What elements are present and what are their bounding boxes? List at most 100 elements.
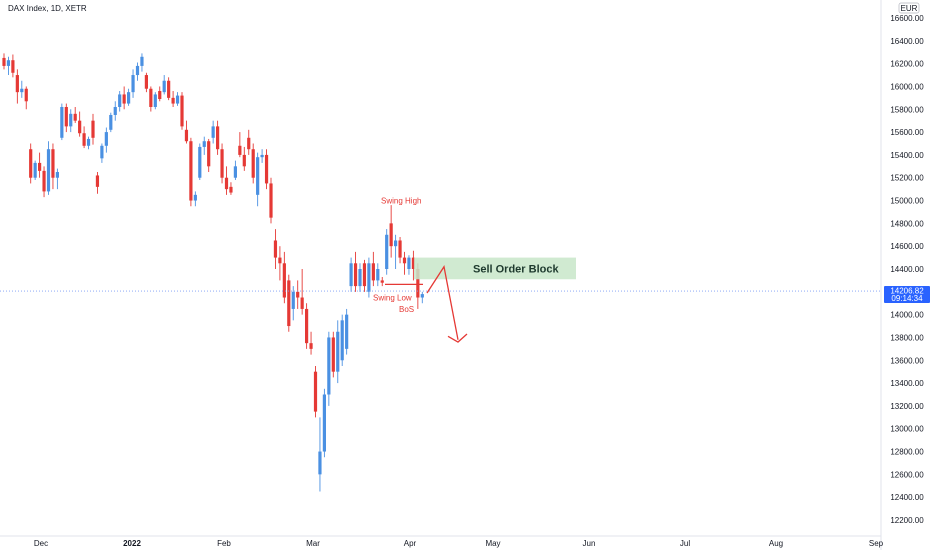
time-axis[interactable]: Dec 2022 Feb Mar Apr May Jun Jul Aug Sep <box>34 539 884 548</box>
candle[interactable] <box>189 137 193 207</box>
candle[interactable] <box>349 257 353 292</box>
candle[interactable] <box>20 80 24 98</box>
candle[interactable] <box>118 91 122 112</box>
candle[interactable] <box>336 320 340 384</box>
candle[interactable] <box>345 308 349 355</box>
candle[interactable] <box>109 112 113 133</box>
candle[interactable] <box>420 291 424 304</box>
candle[interactable] <box>135 62 140 81</box>
candle[interactable] <box>140 53 144 72</box>
candle[interactable] <box>273 229 278 269</box>
candle[interactable] <box>127 88 131 106</box>
candle[interactable] <box>162 75 166 95</box>
candle[interactable] <box>385 229 389 275</box>
candle[interactable] <box>29 143 33 184</box>
candle[interactable] <box>158 86 162 102</box>
candle[interactable] <box>91 113 95 145</box>
candle[interactable] <box>216 120 220 155</box>
candle[interactable] <box>122 86 126 110</box>
candle[interactable] <box>309 331 313 355</box>
candle[interactable] <box>11 54 15 78</box>
candle[interactable] <box>202 136 206 155</box>
candle[interactable] <box>55 168 59 190</box>
candle[interactable] <box>305 303 309 349</box>
candle[interactable] <box>153 92 157 110</box>
candle[interactable] <box>402 251 407 275</box>
candle[interactable] <box>131 69 135 98</box>
candle[interactable] <box>15 69 19 104</box>
candle[interactable] <box>300 269 304 315</box>
candle[interactable] <box>144 72 148 93</box>
candle[interactable] <box>380 276 384 287</box>
candle[interactable] <box>51 143 55 190</box>
candle[interactable] <box>291 286 295 321</box>
candle[interactable] <box>358 263 362 292</box>
candle[interactable] <box>64 103 68 133</box>
candle[interactable] <box>33 160 37 181</box>
candle[interactable] <box>376 263 380 287</box>
candle[interactable] <box>256 152 260 207</box>
candle[interactable] <box>78 111 82 137</box>
candle[interactable] <box>398 237 402 264</box>
candle[interactable] <box>242 146 246 171</box>
candle[interactable] <box>367 257 371 298</box>
candle[interactable] <box>171 91 175 107</box>
candle[interactable] <box>411 250 415 281</box>
candle[interactable] <box>247 129 251 155</box>
candle[interactable] <box>175 92 180 106</box>
candle[interactable] <box>95 172 100 194</box>
candle[interactable] <box>394 234 398 269</box>
candle[interactable] <box>184 120 189 144</box>
candle[interactable] <box>353 251 358 292</box>
candle[interactable] <box>296 280 300 309</box>
candle[interactable] <box>46 141 51 195</box>
candle[interactable] <box>260 149 264 163</box>
candle[interactable] <box>73 106 77 123</box>
candle[interactable] <box>287 274 291 332</box>
candle[interactable] <box>264 149 269 190</box>
candle[interactable] <box>100 143 104 163</box>
candle[interactable] <box>282 251 286 304</box>
candle[interactable] <box>193 191 197 207</box>
candle[interactable] <box>340 314 344 366</box>
candle[interactable] <box>69 109 73 133</box>
candle[interactable] <box>318 417 322 492</box>
candle[interactable] <box>198 143 202 181</box>
candle[interactable] <box>371 251 375 287</box>
candle[interactable] <box>322 388 326 458</box>
candle[interactable] <box>327 331 331 406</box>
price-axis[interactable]: 12200.00 12400.00 12600.00 12800.00 13000.00… <box>890 14 924 525</box>
candle[interactable] <box>180 92 184 130</box>
candle[interactable] <box>86 136 91 150</box>
candle[interactable] <box>149 86 153 112</box>
candle[interactable] <box>82 126 86 149</box>
projection-arrow-path[interactable] <box>426 265 459 340</box>
candle[interactable] <box>331 331 335 378</box>
candle[interactable] <box>407 255 411 275</box>
candle[interactable] <box>6 56 11 76</box>
candle[interactable] <box>42 166 46 198</box>
candle[interactable] <box>38 152 42 178</box>
candle[interactable] <box>313 365 318 418</box>
candle[interactable] <box>113 101 117 121</box>
candle[interactable] <box>2 53 6 70</box>
candle[interactable] <box>224 166 229 195</box>
candle[interactable] <box>60 103 64 141</box>
candle[interactable] <box>362 259 367 292</box>
candle[interactable] <box>251 143 255 184</box>
candle[interactable] <box>211 120 215 144</box>
sell-order-block-zone[interactable] <box>414 257 576 280</box>
candle[interactable] <box>229 182 233 195</box>
candle[interactable] <box>389 205 393 258</box>
currency-badge[interactable] <box>898 2 920 14</box>
candle[interactable] <box>269 177 273 224</box>
candle[interactable] <box>207 138 211 173</box>
candle[interactable] <box>233 160 237 181</box>
candle[interactable] <box>167 77 171 101</box>
candle[interactable] <box>104 127 108 153</box>
candle[interactable] <box>278 246 282 281</box>
candle[interactable] <box>24 86 28 110</box>
candle[interactable] <box>238 132 242 158</box>
